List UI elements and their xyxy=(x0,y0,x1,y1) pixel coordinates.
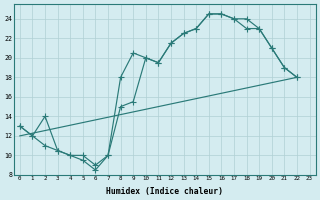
X-axis label: Humidex (Indice chaleur): Humidex (Indice chaleur) xyxy=(106,187,223,196)
